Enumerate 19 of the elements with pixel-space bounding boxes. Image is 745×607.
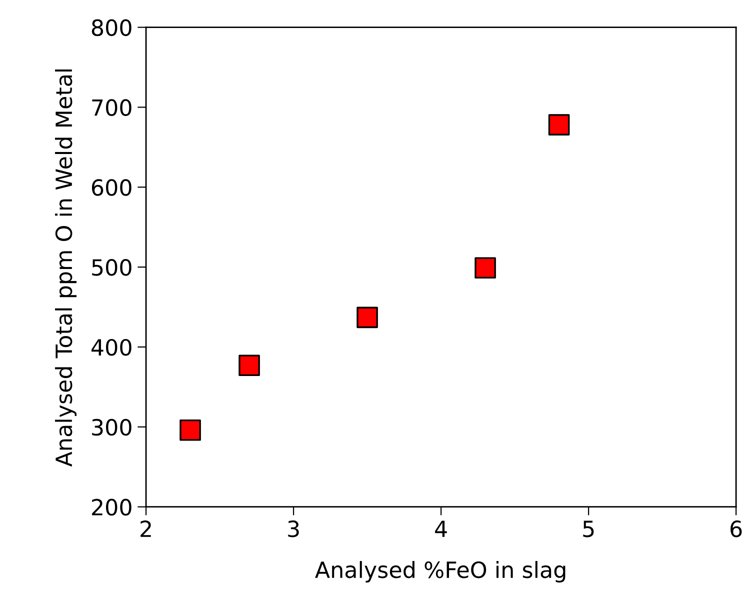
x-tick-label: 6: [730, 520, 742, 538]
y-tick-label: 700: [92, 99, 132, 116]
x-tick-label: 3: [288, 520, 299, 538]
y-tick-label: 400: [91, 338, 132, 356]
point: [238, 354, 260, 376]
point: [474, 257, 496, 279]
y-tick-label: 800: [92, 19, 132, 36]
x-tick-label: 2: [140, 520, 151, 537]
y-tick-label: 600: [92, 179, 132, 196]
y-axis-title: Analysed Total ppm O in Weld Metal: [55, 69, 77, 467]
point: [548, 114, 570, 136]
point: [180, 419, 201, 441]
y-tick-label: 300: [92, 418, 132, 436]
x-axis-title: Analysed %FeO in slag: [315, 560, 566, 582]
x-tick-label: 5: [583, 520, 594, 538]
x-tick-label: 4: [435, 520, 447, 537]
y-tick-label: 200: [92, 498, 132, 516]
point: [356, 306, 378, 328]
y-tick-label: 500: [92, 259, 132, 276]
